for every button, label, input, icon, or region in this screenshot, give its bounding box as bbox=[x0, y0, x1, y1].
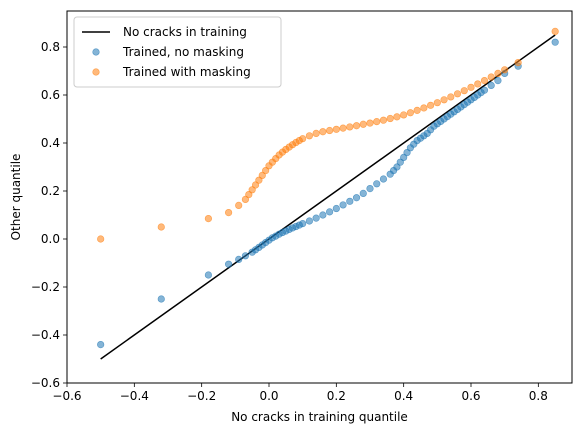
x-tick-label: 0.4 bbox=[394, 389, 413, 403]
data-point bbox=[332, 125, 340, 133]
data-point bbox=[433, 99, 441, 107]
x-tick-label: 0.2 bbox=[327, 389, 346, 403]
data-point bbox=[339, 201, 347, 209]
data-point bbox=[299, 220, 307, 228]
series-2-points bbox=[97, 27, 559, 243]
y-tick-label: 0.2 bbox=[41, 184, 60, 198]
data-point bbox=[97, 235, 105, 243]
data-point bbox=[312, 214, 320, 222]
data-point bbox=[551, 27, 559, 36]
legend-label: Trained, no masking bbox=[122, 45, 244, 59]
y-tick-label: 0.0 bbox=[41, 232, 60, 246]
data-point bbox=[379, 175, 388, 183]
data-point bbox=[494, 76, 502, 85]
data-point bbox=[359, 120, 367, 128]
axes: −0.6 −0.4 −0.2 0.0 0.2 0.4 0.6 0.8 −0.6 −0.4 −0.2 0… bbox=[31, 10, 573, 403]
data-point bbox=[373, 118, 381, 126]
x-tick-label: −0.2 bbox=[187, 389, 216, 403]
legend-marker-swatch bbox=[92, 68, 100, 76]
data-point bbox=[366, 185, 374, 193]
data-point bbox=[480, 86, 489, 94]
data-point bbox=[514, 58, 522, 67]
data-point bbox=[386, 114, 394, 123]
data-point bbox=[453, 90, 462, 98]
x-tick-label: 0.0 bbox=[259, 389, 278, 403]
data-point bbox=[366, 119, 374, 127]
data-point bbox=[157, 295, 165, 303]
y-tick-label: −0.4 bbox=[31, 328, 60, 342]
legend-marker-swatch bbox=[92, 48, 100, 56]
data-point bbox=[157, 223, 165, 231]
legend-label: Trained with masking bbox=[122, 65, 251, 79]
data-point bbox=[359, 189, 367, 197]
data-point bbox=[413, 106, 421, 114]
data-point bbox=[447, 93, 455, 101]
reference-line bbox=[100, 34, 556, 360]
data-point bbox=[406, 109, 415, 117]
data-point bbox=[420, 104, 428, 112]
legend: No cracks in training Trained, no masking… bbox=[73, 16, 282, 88]
data-point bbox=[225, 209, 233, 217]
data-point bbox=[305, 217, 314, 225]
data-point bbox=[312, 129, 320, 137]
data-point bbox=[319, 128, 327, 136]
x-tick-label: −0.6 bbox=[52, 389, 81, 403]
data-point bbox=[299, 135, 307, 143]
data-point bbox=[400, 111, 408, 119]
x-axis-label: No cracks in training quantile bbox=[231, 410, 408, 424]
data-point bbox=[305, 132, 314, 140]
data-point bbox=[326, 126, 334, 135]
data-point bbox=[97, 341, 105, 349]
data-point bbox=[440, 96, 448, 104]
data-point bbox=[427, 101, 435, 109]
data-point bbox=[346, 123, 354, 131]
data-point bbox=[487, 73, 495, 81]
y-axis-label: Other quantile bbox=[9, 154, 23, 241]
data-point bbox=[487, 81, 495, 89]
data-point bbox=[494, 69, 502, 77]
x-tick-label: 0.6 bbox=[461, 389, 480, 403]
data-point bbox=[204, 215, 212, 223]
y-tick-label: −0.2 bbox=[31, 280, 60, 294]
data-point bbox=[467, 83, 475, 91]
data-point bbox=[379, 116, 388, 124]
data-point bbox=[480, 76, 489, 85]
data-point bbox=[339, 124, 347, 132]
plot-frame bbox=[66, 10, 573, 384]
data-point bbox=[501, 66, 509, 74]
data-point bbox=[551, 38, 559, 46]
data-point bbox=[326, 208, 334, 216]
x-tick-label: −0.4 bbox=[120, 389, 149, 403]
legend-label: No cracks in training bbox=[123, 25, 247, 39]
data-point bbox=[319, 211, 327, 219]
plot-area bbox=[97, 27, 559, 360]
x-tick-label: 0.8 bbox=[529, 389, 548, 403]
y-tick-label: 0.6 bbox=[41, 88, 60, 102]
data-point bbox=[225, 260, 233, 268]
data-point bbox=[460, 87, 468, 95]
legend-box bbox=[73, 16, 282, 88]
data-point bbox=[235, 201, 243, 209]
data-point bbox=[352, 194, 361, 202]
series-1-points bbox=[97, 38, 559, 349]
data-point bbox=[373, 180, 381, 188]
y-tick-label: 0.8 bbox=[41, 40, 60, 54]
data-point bbox=[352, 122, 361, 130]
y-tick-label: −0.6 bbox=[31, 376, 60, 390]
data-point bbox=[235, 255, 243, 264]
data-point bbox=[241, 252, 250, 260]
data-point bbox=[204, 271, 212, 279]
data-point bbox=[474, 80, 482, 88]
data-point bbox=[332, 204, 340, 213]
data-point bbox=[346, 197, 354, 205]
data-point bbox=[393, 113, 401, 121]
y-tick-label: 0.4 bbox=[41, 136, 60, 150]
